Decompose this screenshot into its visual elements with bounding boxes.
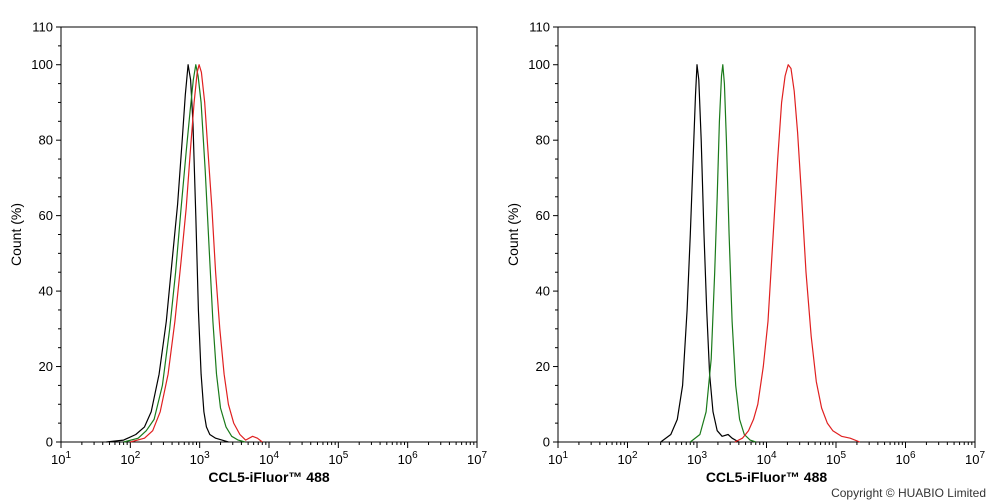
y-tick-label: 100 xyxy=(528,57,550,72)
y-tick-label: 80 xyxy=(39,133,53,148)
x-tick-label: 104 xyxy=(259,450,279,467)
y-axis-title: Count (%) xyxy=(505,203,521,266)
y-tick-label: 40 xyxy=(536,284,550,299)
x-tick-label: 105 xyxy=(328,450,348,467)
y-tick-label: 20 xyxy=(39,359,53,374)
chart-panel-1: 0 20 40 60 80 100 110 101 102 103 104 105 106 107 CCL5… xyxy=(8,20,487,486)
y-tick-label: 110 xyxy=(32,20,53,35)
histogram-series-1 xyxy=(106,64,229,443)
y-tick-label: 60 xyxy=(536,208,550,223)
histogram-series-2 xyxy=(123,64,246,443)
chart-panel-2: 0 20 40 60 80 100 110 101 102 103 104 105 106 107 CCL5… xyxy=(505,20,985,486)
histogram-series-1 xyxy=(660,64,740,443)
x-tick-label: 105 xyxy=(826,450,846,467)
plot-frame xyxy=(60,26,478,443)
x-tick-label: 106 xyxy=(895,450,915,467)
y-tick-label: 0 xyxy=(543,435,550,450)
plot-frame xyxy=(557,26,976,443)
y-tick-label: 80 xyxy=(536,133,550,148)
y-tick-label: 100 xyxy=(31,57,53,72)
x-tick-label: 101 xyxy=(548,450,568,467)
x-tick-label: 102 xyxy=(120,450,140,467)
x-tick-label: 103 xyxy=(190,450,210,467)
x-tick-label: 102 xyxy=(617,450,637,467)
y-tick-label: 40 xyxy=(39,284,53,299)
copyright-notice: Copyright © HUABIO Limited xyxy=(831,486,986,500)
x-tick-label: 107 xyxy=(467,450,487,467)
y-tick-label: 20 xyxy=(536,359,550,374)
y-tick-label: 60 xyxy=(39,208,53,223)
y-tick-label: 0 xyxy=(46,435,53,450)
x-tick-label: 106 xyxy=(398,450,418,467)
histogram-series-3 xyxy=(130,64,263,443)
y-axis-title: Count (%) xyxy=(8,203,24,266)
histogram-series-3 xyxy=(734,64,861,443)
x-tick-label: 101 xyxy=(51,450,71,467)
x-tick-label: 103 xyxy=(687,450,707,467)
x-axis-title: CCL5-iFluor™ 488 xyxy=(706,469,828,485)
x-tick-label: 107 xyxy=(965,450,985,467)
histogram-series-2 xyxy=(689,64,756,443)
x-tick-label: 104 xyxy=(756,450,776,467)
x-axis-title: CCL5-iFluor™ 488 xyxy=(208,469,330,485)
y-tick-label: 110 xyxy=(529,20,550,35)
